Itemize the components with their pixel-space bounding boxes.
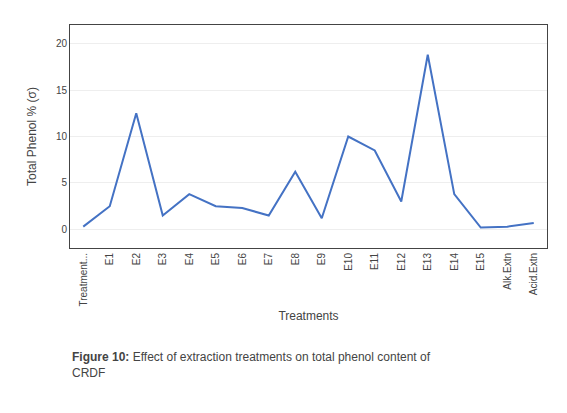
svg-text:20: 20 [56,38,68,49]
svg-text:E7: E7 [263,253,274,266]
svg-text:5: 5 [61,177,67,188]
svg-text:E8: E8 [290,253,301,266]
svg-text:Treatments: Treatments [278,309,338,323]
svg-text:E12: E12 [396,253,407,271]
svg-text:E5: E5 [210,253,221,266]
svg-text:E1: E1 [104,253,115,266]
svg-text:Figure 10: Effect of extractio: Figure 10: Effect of extraction treatmen… [72,350,431,380]
svg-text:E11: E11 [369,253,380,270]
svg-text:E15: E15 [475,253,486,271]
svg-text:0: 0 [61,224,67,235]
svg-text:E13: E13 [422,253,433,271]
svg-text:15: 15 [56,85,68,96]
svg-text:E3: E3 [157,253,168,266]
svg-text:E6: E6 [237,253,248,266]
svg-text:E2: E2 [131,253,142,266]
svg-text:E4: E4 [184,253,195,266]
svg-text:E14: E14 [449,253,460,271]
svg-text:Acid.Extn: Acid.Extn [528,253,539,295]
svg-text:E10: E10 [343,253,354,271]
svg-text:Alk.Extn: Alk.Extn [502,253,513,290]
svg-text:E9: E9 [316,253,327,266]
svg-text:Treatment...: Treatment... [78,253,89,307]
svg-text:10: 10 [56,131,68,142]
svg-text:Total Phenol % (σ): Total Phenol % (σ) [25,87,39,186]
